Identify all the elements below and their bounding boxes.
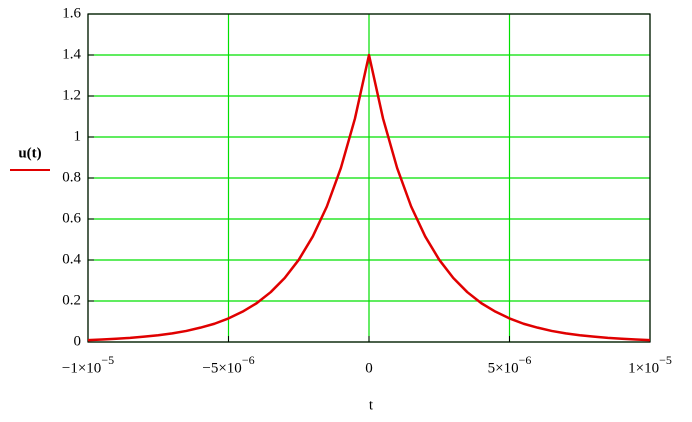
x-tick-label-group: −5×10−6: [202, 353, 254, 377]
x-tick-label: 1×10: [628, 360, 659, 376]
x-axis-label: t: [369, 397, 374, 413]
legend-label: u(t): [18, 145, 41, 161]
y-tick-label: 0.2: [62, 292, 81, 308]
y-tick-label: 1: [74, 128, 82, 144]
x-tick-exponent: −6: [242, 353, 255, 367]
y-tick-label: 1.4: [62, 46, 81, 62]
x-tick-label: 5×10: [488, 360, 519, 376]
x-tick-exponent: −5: [659, 353, 672, 367]
y-tick-label: 0.8: [62, 169, 81, 185]
x-tick-label: −1×10: [62, 360, 101, 376]
x-tick-label: −5×10: [202, 360, 241, 376]
x-tick-exponent: −6: [519, 353, 532, 367]
y-tick-label: 0.4: [62, 251, 81, 267]
plot-frame: [87, 13, 651, 343]
x-tick-label-group: 1×10−5: [628, 353, 672, 377]
y-tick-label: 0.6: [62, 210, 81, 226]
x-tick-label-group: −1×10−5: [62, 353, 114, 377]
x-tick-label: 0: [365, 360, 373, 376]
x-tick-exponent: −5: [101, 353, 114, 367]
y-tick-label: 0: [74, 333, 82, 349]
y-tick-label: 1.6: [62, 5, 81, 21]
line-series: [87, 53, 651, 342]
y-tick-label: 1.2: [62, 87, 81, 103]
x-tick-label-group: 5×10−6: [488, 353, 532, 377]
